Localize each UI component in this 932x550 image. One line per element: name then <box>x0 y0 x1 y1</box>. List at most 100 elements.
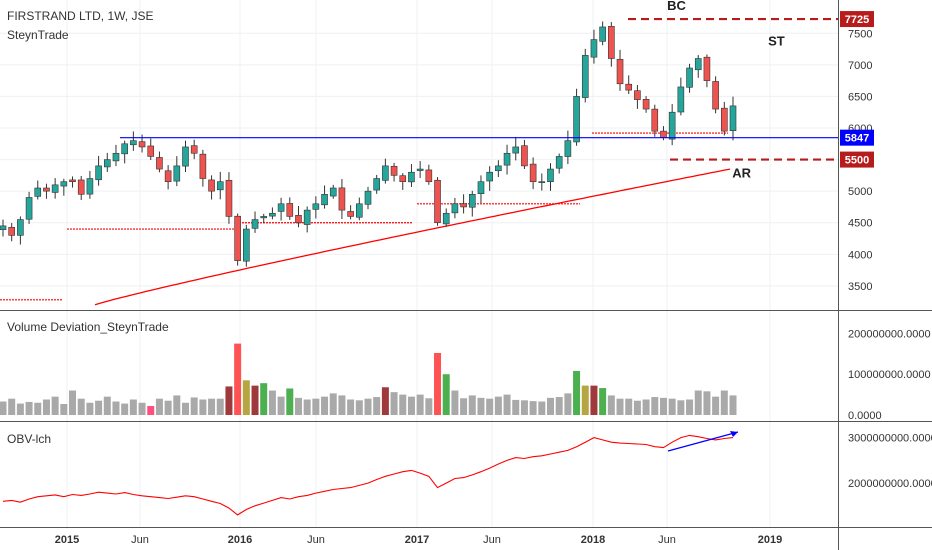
candle-body <box>486 171 493 182</box>
candle-body <box>182 146 189 167</box>
candle-body <box>573 96 580 143</box>
candle-body <box>25 197 33 220</box>
candle-body <box>0 225 7 230</box>
volume-bar <box>442 374 450 415</box>
volume-bar <box>399 394 407 415</box>
candle-body <box>408 171 415 183</box>
volume-bar <box>242 380 250 415</box>
candle-body <box>625 83 633 91</box>
candle-body <box>564 140 572 157</box>
candle-body <box>77 179 85 195</box>
y-tick-label: 4000 <box>848 249 872 261</box>
volume-bar <box>529 401 537 415</box>
candle-body <box>121 143 128 155</box>
candle-body <box>69 179 76 182</box>
candle-body <box>547 168 554 182</box>
y-tick-label: 6500 <box>848 91 872 103</box>
candle-body <box>147 145 155 157</box>
chart-grid <box>0 0 838 527</box>
volume-bar <box>42 399 50 415</box>
candle-body <box>364 190 372 205</box>
volume-bar <box>60 403 68 415</box>
volume-bar <box>581 385 589 415</box>
x-tick-label: 2017 <box>405 534 429 546</box>
y-tick-label: 5000 <box>848 186 872 198</box>
candle-body <box>460 203 467 208</box>
candle-body <box>686 67 693 88</box>
candle-body <box>103 159 111 168</box>
volume-bar <box>616 398 624 415</box>
volume-bar <box>703 391 711 415</box>
x-tick-label: Jun <box>483 534 501 546</box>
volume-bar <box>208 398 216 415</box>
candle-body <box>581 55 589 98</box>
volume-bar <box>69 390 77 415</box>
obv-trendline <box>667 431 739 452</box>
candle-body <box>382 165 389 181</box>
volume-bar <box>77 398 85 415</box>
obv-pane[interactable] <box>2 431 739 516</box>
annotation-label: AR <box>732 166 751 181</box>
volume-bar <box>190 397 198 415</box>
candle-body <box>651 108 659 132</box>
candle-body <box>138 141 146 148</box>
candle-body <box>338 187 346 211</box>
candle-body <box>503 152 511 166</box>
volume-bar <box>138 402 146 415</box>
volume-bar <box>294 397 302 415</box>
x-tick-label: 2018 <box>581 534 605 546</box>
candle-body <box>43 187 50 192</box>
volume-bar <box>25 401 33 415</box>
candle-body <box>208 179 215 192</box>
volume-bar <box>668 398 676 415</box>
candle-body <box>668 111 676 140</box>
candle-body <box>599 26 606 42</box>
candle-body <box>729 105 737 131</box>
volume-bar <box>173 395 181 415</box>
volume-bar <box>451 390 459 415</box>
price-pane[interactable]: BC ST AR <box>0 0 838 306</box>
volume-bar <box>625 398 633 415</box>
candle-body <box>329 187 337 197</box>
obv-y-tick-label: 3000000000.0000 <box>848 433 932 445</box>
volume-bar <box>321 396 329 415</box>
moving-average-line <box>94 168 731 306</box>
candle-body <box>373 178 380 191</box>
volume-bar <box>155 398 163 415</box>
candle-body <box>321 194 328 206</box>
obv-y-tick-label: 2000000000.0000 <box>848 478 932 490</box>
volume-bar <box>494 396 502 415</box>
price-label-text: 5500 <box>845 155 869 167</box>
volume-bar <box>407 396 415 415</box>
volume-pane[interactable] <box>0 343 737 415</box>
candle-body <box>277 203 285 212</box>
volume-bar <box>129 399 137 415</box>
y-tick-label: 7500 <box>848 28 872 40</box>
obv-indicator-title: OBV-lch <box>7 432 51 446</box>
candle-body <box>86 178 94 195</box>
price-label-text: 5847 <box>845 133 869 145</box>
x-tick-label: Jun <box>658 534 676 546</box>
annotation-label: BC <box>667 0 686 13</box>
volume-bar <box>633 400 641 415</box>
price-label-text: 7725 <box>845 14 869 26</box>
candle-body <box>677 86 685 113</box>
candle-body <box>164 170 172 182</box>
candle-body <box>712 81 719 110</box>
candle-body <box>425 169 433 182</box>
candle-body <box>642 99 650 110</box>
volume-indicator-title: Volume Deviation_SteynTrade <box>7 320 169 334</box>
candle-body <box>51 184 59 193</box>
volume-bar <box>460 398 468 415</box>
volume-bar <box>486 398 494 415</box>
candle-body <box>356 203 363 218</box>
volume-bar <box>538 401 546 415</box>
candle-body <box>130 140 137 146</box>
candle-body <box>590 39 598 58</box>
candle-body <box>660 130 667 138</box>
volume-bar <box>95 400 103 415</box>
volume-bar <box>590 385 598 415</box>
volume-bar <box>520 400 528 415</box>
